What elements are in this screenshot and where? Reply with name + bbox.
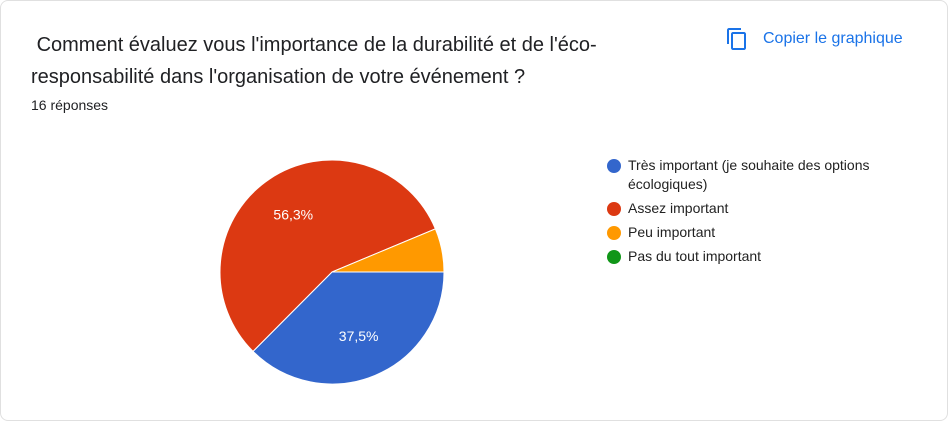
legend-item-1[interactable]: Très important (je souhaite des options …	[607, 156, 907, 194]
legend-item-2[interactable]: Assez important	[607, 199, 907, 218]
copy-chart-label: Copier le graphique	[763, 30, 903, 47]
legend-label: Très important (je souhaite des options …	[628, 157, 870, 192]
pie-slice-3[interactable]	[331, 228, 445, 273]
pie-slice-1[interactable]	[252, 271, 445, 385]
legend-label: Peu important	[628, 224, 716, 240]
legend-item-3[interactable]: Peu important	[607, 223, 907, 242]
legend-item-4[interactable]: Pas du tout important	[607, 247, 907, 266]
copy-chart-button[interactable]: Copier le graphique	[719, 21, 909, 57]
pie-chart: 37,5% 56,3%	[219, 159, 445, 385]
legend-swatch	[607, 226, 621, 240]
legend-label: Assez important	[628, 200, 729, 216]
legend-swatch	[607, 159, 621, 173]
response-count: 16 réponses	[31, 97, 109, 113]
pie-slice-2[interactable]	[219, 159, 437, 353]
legend-swatch	[607, 250, 621, 264]
pie-slice-label-2: 56,3%	[273, 206, 313, 222]
legend-label: Pas du tout important	[628, 248, 762, 264]
pie-slice-label-1: 37,5%	[339, 328, 379, 344]
chart-legend: Très important (je souhaite des options …	[607, 156, 907, 271]
legend-swatch	[607, 202, 621, 216]
question-title: Comment évaluez vous l'importance de la …	[31, 34, 597, 88]
copy-icon	[725, 27, 749, 51]
